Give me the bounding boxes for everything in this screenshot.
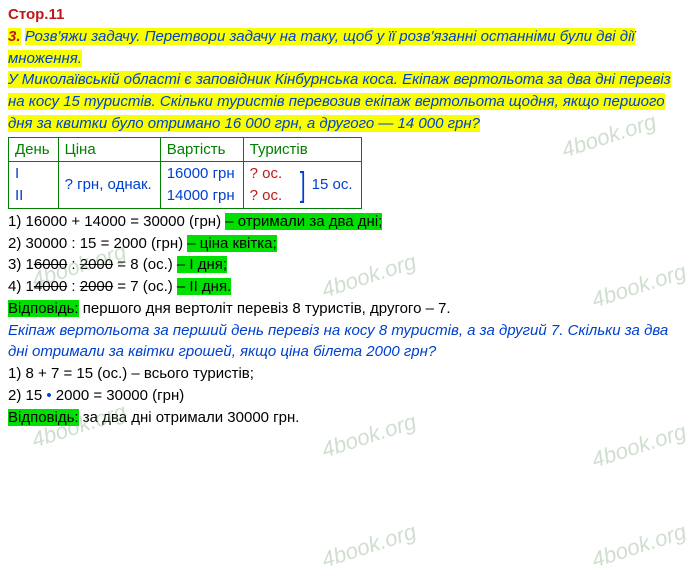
step-a3-note: – I дня; bbox=[177, 256, 227, 273]
th-tourists: Туристів bbox=[243, 137, 361, 162]
problem-intro: Розв'яжи задачу. Перетвори задачу на так… bbox=[8, 28, 635, 67]
step-b1: 1) 8 + 7 = 15 (ос.) – всього туристів; bbox=[8, 365, 254, 382]
watermark: 4book.org bbox=[587, 516, 690, 576]
step-a4-strike1: 4000 bbox=[34, 278, 67, 295]
answer-a-text: першого дня вертоліт перевіз 8 туристів,… bbox=[79, 300, 451, 317]
cell-day1: I bbox=[15, 163, 50, 185]
step-a3-p2: : bbox=[67, 256, 80, 273]
cell-cost2: 14000 грн bbox=[167, 185, 235, 207]
cell-t1: ? ос. bbox=[250, 163, 283, 185]
step-a4-p1: 4) 1 bbox=[8, 278, 34, 295]
th-day: День bbox=[9, 137, 59, 162]
problem-body: У Миколаївській області є заповідник Кін… bbox=[8, 71, 671, 132]
cell-price: ? грн, однак. bbox=[58, 162, 160, 209]
page-ref: Стор.11 bbox=[8, 6, 64, 23]
step-a3-p3: = 8 (ос.) bbox=[113, 256, 177, 273]
cell-day2: II bbox=[15, 185, 50, 207]
step-a2-calc: 2) 30000 : 15 = 2000 (грн) bbox=[8, 235, 187, 252]
answer-a-label: Відповідь: bbox=[8, 300, 79, 317]
step-a3-p1: 3) 1 bbox=[8, 256, 34, 273]
step-a1-calc: 1) 16000 + 14000 = 30000 (грн) bbox=[8, 213, 225, 230]
step-b2-a: 2) 15 bbox=[8, 387, 46, 404]
data-table: День Ціна Вартість Туристів I II ? грн, … bbox=[8, 137, 362, 209]
task-number: 3. bbox=[8, 28, 21, 45]
cell-t2: ? ос. bbox=[250, 185, 283, 207]
step-a3-strike2: 2000 bbox=[80, 256, 113, 273]
step-a2-note: – ціна квітка; bbox=[187, 235, 276, 252]
problem2-text: Екіпаж вертольота за перший день перевіз… bbox=[8, 322, 668, 361]
cell-cost1: 16000 грн bbox=[167, 163, 235, 185]
th-cost: Вартість bbox=[160, 137, 243, 162]
answer-b-label: Відповідь: bbox=[8, 409, 79, 426]
step-a1-note: – отримали за два дні; bbox=[225, 213, 382, 230]
th-price: Ціна bbox=[58, 137, 160, 162]
cell-total-tourists: 15 ос. bbox=[312, 174, 353, 196]
step-a4-p2: : bbox=[67, 278, 80, 295]
bracket-icon: ] bbox=[300, 168, 306, 202]
step-a4-strike2: 2000 bbox=[80, 278, 113, 295]
step-a4-note: – II дня. bbox=[177, 278, 231, 295]
step-a4-p3: = 7 (ос.) bbox=[113, 278, 177, 295]
step-b2-b: 2000 = 30000 (грн) bbox=[52, 387, 185, 404]
step-a3-strike1: 6000 bbox=[34, 256, 67, 273]
watermark: 4book.org bbox=[317, 516, 420, 576]
answer-b-text: за два дні отримали 30000 грн. bbox=[79, 409, 300, 426]
